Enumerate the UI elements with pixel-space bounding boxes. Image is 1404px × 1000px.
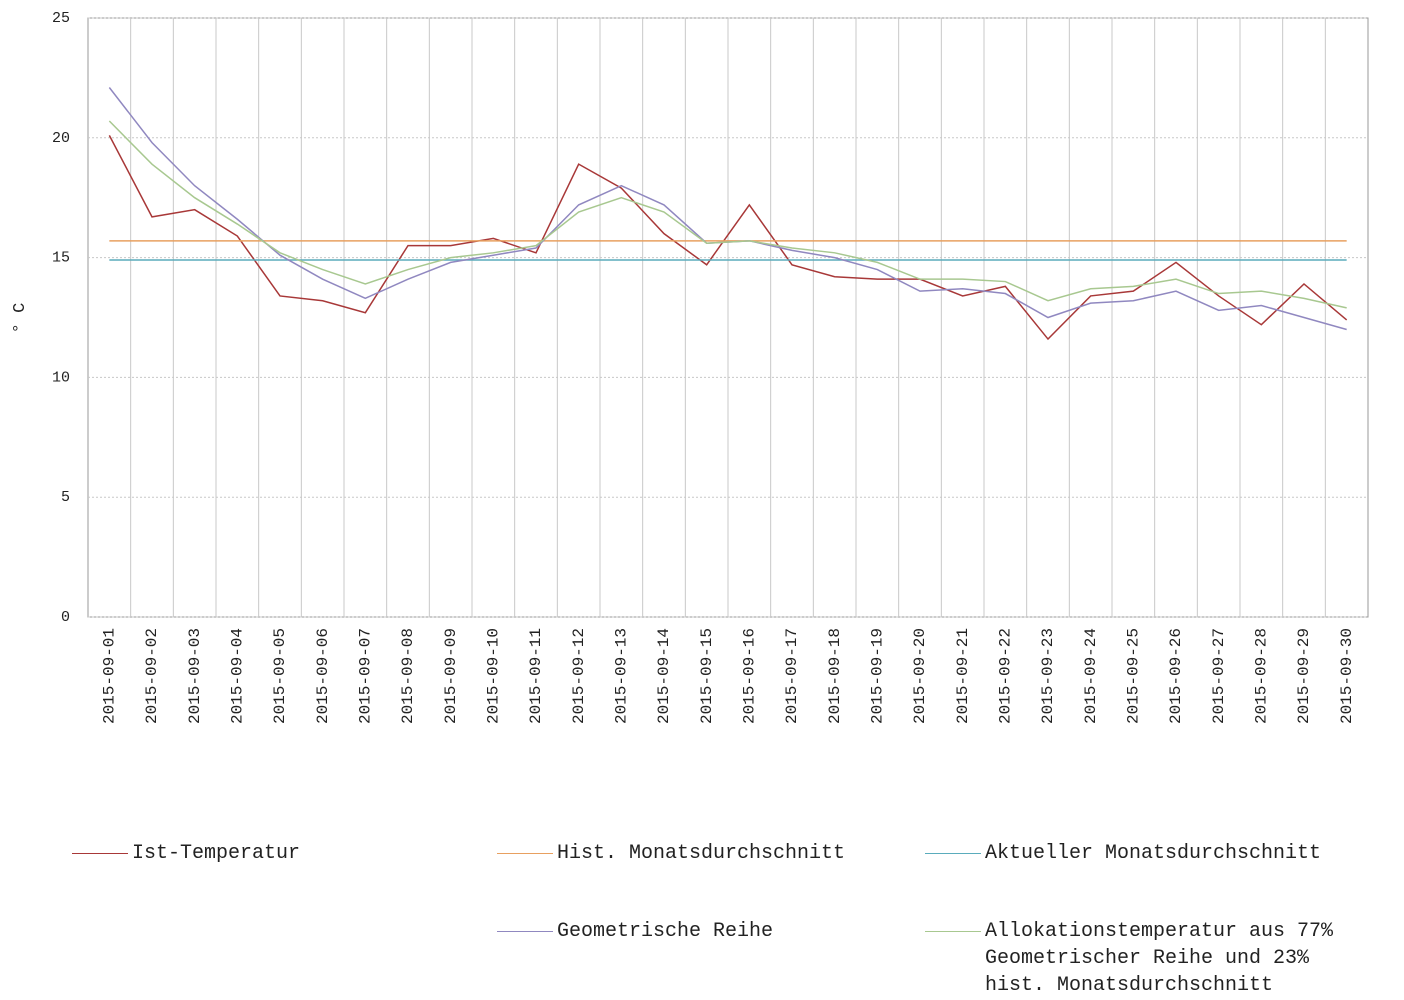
x-tick-label: 2015-09-23 [1039,628,1057,724]
y-tick-label: 20 [52,130,70,147]
x-tick-label: 2015-09-13 [613,628,631,724]
x-tick-label: 2015-09-29 [1295,628,1313,724]
x-tick-label: 2015-09-22 [997,628,1015,724]
series-line [108,120,1347,309]
x-tick-label: 2015-09-08 [399,628,417,724]
legend-swatch [72,853,128,854]
legend-swatch [925,853,981,854]
y-tick-label: 25 [52,10,70,27]
legend-swatch [925,931,981,932]
legend-label: Ist-Temperatur [132,842,301,865]
y-axis-label: ° C [11,303,30,334]
x-tick-label: 2015-09-21 [954,628,972,724]
legend-label: Hist. Monatsdurchschnitt [557,842,846,865]
x-tick-label: 2015-09-04 [229,628,247,724]
series-line [108,135,1348,341]
x-tick-label: 2015-09-28 [1253,628,1271,724]
x-tick-label: 2015-09-10 [485,628,503,724]
x-tick-label: 2015-09-20 [911,628,929,724]
legend-swatch [497,931,553,932]
x-tick-label: 2015-09-26 [1167,628,1185,724]
y-tick-label: 10 [52,369,70,386]
x-tick-label: 2015-09-19 [869,628,887,724]
x-tick-label: 2015-09-24 [1082,628,1100,724]
x-tick-label: 2015-09-06 [314,628,332,724]
x-tick-label: 2015-09-09 [442,628,460,724]
y-tick-label: 0 [61,609,70,626]
x-tick-label: 2015-09-07 [357,628,375,724]
legend-swatch [497,853,553,854]
x-tick-label: 2015-09-15 [698,628,716,724]
x-tick-label: 2015-09-14 [655,628,673,724]
x-tick-label: 2015-09-17 [783,628,801,724]
x-tick-label: 2015-09-11 [527,628,545,724]
legend-label: Allokationstemperatur aus 77% Geometrisc… [985,920,1334,997]
x-tick-label: 2015-09-01 [101,628,119,724]
x-tick-label: 2015-09-03 [186,628,204,724]
y-tick-label: 5 [61,489,70,506]
x-tick-label: 2015-09-27 [1210,628,1228,724]
x-tick-label: 2015-09-16 [741,628,759,724]
y-tick-label: 15 [52,250,70,267]
x-tick-label: 2015-09-02 [143,628,161,724]
legend-label: Geometrische Reihe [557,920,774,943]
x-tick-label: 2015-09-25 [1125,628,1143,724]
x-tick-label: 2015-09-18 [826,628,844,724]
legend-label: Aktueller Monatsdurchschnitt [985,842,1322,865]
x-tick-label: 2015-09-05 [271,628,289,724]
x-tick-label: 2015-09-30 [1338,628,1356,724]
x-tick-label: 2015-09-12 [570,628,588,724]
